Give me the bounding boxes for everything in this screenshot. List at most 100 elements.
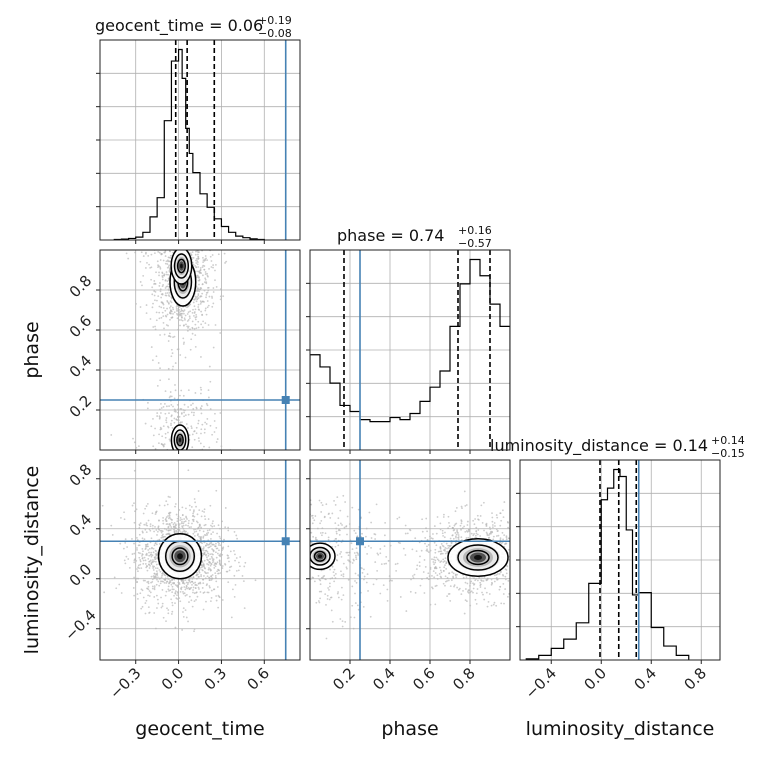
sample-point [334, 545, 337, 548]
sample-point [487, 601, 490, 603]
sample-point [150, 581, 152, 584]
sample-point [482, 501, 485, 504]
sample-point [174, 455, 176, 457]
sample-point [515, 580, 517, 582]
contour-line [173, 429, 187, 450]
sample-point [443, 560, 446, 563]
sample-point [214, 412, 216, 415]
sample-point [197, 251, 199, 254]
sample-point [168, 463, 170, 465]
sample-point [145, 599, 148, 602]
sample-point [528, 566, 530, 568]
sample-point [357, 508, 360, 511]
density-level [177, 553, 183, 560]
sample-point [306, 590, 308, 592]
sample-point [305, 552, 307, 554]
sample-point [195, 262, 198, 264]
sample-point [196, 234, 198, 236]
sample-point [179, 324, 181, 327]
sample-point [195, 327, 198, 330]
sample-point [167, 529, 170, 532]
title-phase-plus: +0.16 [458, 224, 492, 237]
sample-point [175, 531, 178, 533]
sample-point [276, 554, 278, 556]
sample-point [214, 575, 217, 577]
sample-point [186, 313, 189, 315]
sample-point [348, 523, 351, 525]
sample-point [110, 524, 113, 527]
sample-point [260, 573, 262, 575]
sample-point [161, 469, 163, 471]
sample-point [501, 509, 504, 512]
title-luminosity-distance-plus: +0.14 [711, 434, 745, 447]
sample-point [294, 524, 296, 526]
sample-point [197, 297, 200, 300]
sample-point [183, 228, 185, 230]
sample-point [204, 277, 207, 280]
sample-point [183, 518, 186, 520]
sample-point [383, 562, 386, 565]
sample-point [148, 567, 151, 569]
sample-point [464, 588, 467, 590]
sample-point [144, 602, 147, 604]
sample-point [227, 473, 229, 475]
sample-point [202, 256, 204, 259]
sample-point [298, 571, 300, 573]
sample-point [183, 341, 185, 344]
sample-point [200, 405, 203, 407]
sample-point [340, 598, 343, 601]
sample-point [506, 521, 509, 523]
sample-point [444, 552, 447, 555]
sample-point [365, 581, 368, 584]
sample-point [239, 556, 242, 558]
sample-point [194, 470, 196, 472]
sample-point [182, 452, 184, 454]
title-phase-name: phase [337, 226, 385, 245]
sample-point [165, 285, 168, 288]
sample-point [491, 516, 494, 519]
sample-point [415, 568, 418, 570]
sample-point [172, 523, 175, 526]
sample-point [139, 559, 142, 561]
sample-point [210, 461, 212, 463]
sample-point [146, 581, 149, 583]
sample-point [460, 536, 463, 539]
sample-point [165, 590, 168, 593]
sample-point [153, 587, 156, 589]
title-phase: phase = 0.74 [337, 226, 444, 245]
sample-point [142, 255, 145, 257]
sample-point [507, 537, 510, 540]
sample-point [194, 241, 196, 243]
sample-point [335, 532, 338, 535]
sample-point [333, 574, 336, 577]
sample-point [469, 584, 471, 587]
sample-point [166, 248, 168, 250]
sample-point [182, 231, 184, 233]
sample-point [176, 197, 178, 199]
sample-point [427, 572, 430, 575]
sample-point [156, 574, 159, 576]
sample-point [197, 320, 200, 323]
sample-point [493, 522, 496, 524]
sample-point [294, 564, 296, 566]
sample-point [279, 562, 281, 564]
sample-point [447, 593, 450, 595]
sample-point [199, 442, 202, 445]
sample-point [187, 389, 190, 392]
sample-point [173, 527, 176, 530]
x-tick-label: 0.6 [244, 664, 274, 694]
sample-point [182, 581, 185, 584]
sample-point [172, 405, 174, 408]
sample-point [194, 253, 197, 256]
sample-point [197, 266, 200, 268]
sample-point [444, 584, 446, 587]
sample-point [200, 310, 203, 313]
sample-point [538, 548, 540, 550]
sample-point [144, 579, 146, 582]
sample-point [135, 508, 138, 511]
sample-point [537, 563, 539, 565]
sample-point [150, 425, 153, 428]
sample-point [173, 479, 175, 481]
sample-point [172, 245, 174, 247]
sample-point [215, 599, 218, 602]
